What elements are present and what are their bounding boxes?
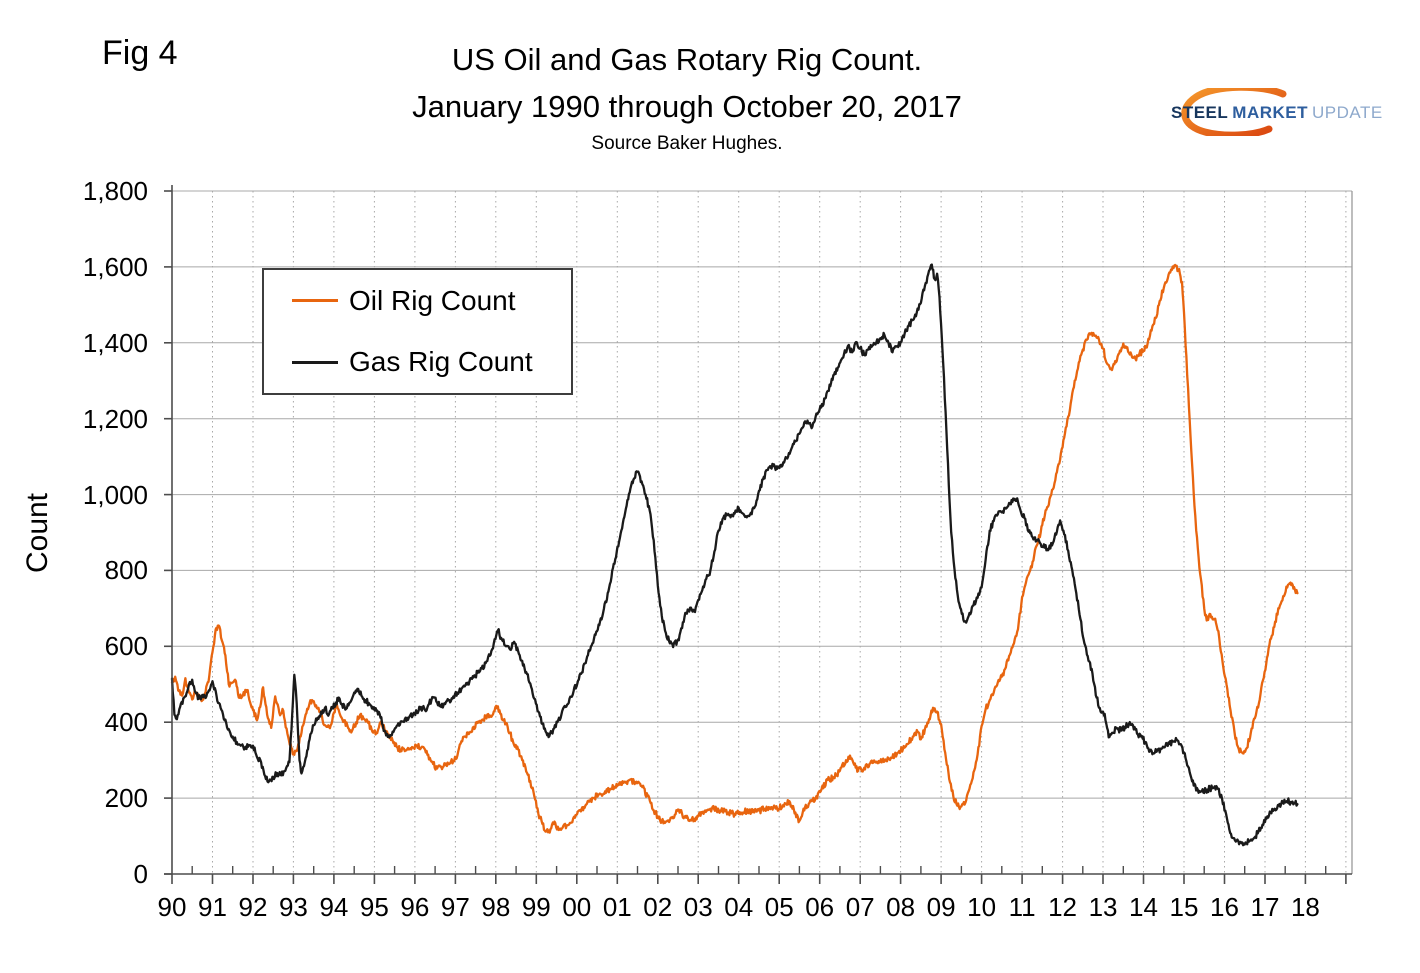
logo-swoosh-icon bbox=[1181, 88, 1287, 136]
x-tick-label: 06 bbox=[805, 892, 835, 922]
legend-label: Oil Rig Count bbox=[349, 284, 516, 316]
vertical-gridlines bbox=[212, 191, 1353, 874]
x-tick-label: 17 bbox=[1250, 892, 1280, 922]
x-tick-label: 11 bbox=[1008, 892, 1036, 922]
chart-title-line1: US Oil and Gas Rotary Rig Count. bbox=[451, 42, 923, 77]
y-tick-label: 1,000 bbox=[82, 479, 148, 510]
x-tick-label: 96 bbox=[400, 892, 430, 922]
y-tick-label: 1,400 bbox=[82, 327, 148, 358]
y-tick-label: 400 bbox=[104, 707, 148, 738]
x-tick-label: 01 bbox=[602, 892, 632, 922]
chart-source-note: Source Baker Hughes. bbox=[591, 133, 783, 154]
x-tick-label: 10 bbox=[967, 892, 997, 922]
steel-market-update-logo: STEEL MARKET UPDATE bbox=[1163, 88, 1385, 136]
x-tick-label: 04 bbox=[724, 892, 754, 922]
legend-label: Gas Rig Count bbox=[349, 346, 533, 378]
y-tick-label: 600 bbox=[104, 631, 148, 662]
y-tick-label: 1,800 bbox=[82, 176, 148, 206]
y-tick-label: 0 bbox=[133, 859, 148, 889]
x-tick-label: 95 bbox=[359, 892, 389, 922]
y-tick-label: 800 bbox=[104, 555, 148, 586]
x-tick-label: 09 bbox=[926, 892, 956, 922]
x-tick-label: 93 bbox=[278, 892, 308, 922]
legend-item-oil-rig-count: Oil Rig Count bbox=[264, 270, 571, 332]
x-tick-label: 00 bbox=[562, 892, 592, 922]
legend-line-swatch bbox=[292, 360, 338, 364]
x-tick-label: 90 bbox=[157, 892, 187, 922]
chart-header: US Oil and Gas Rotary Rig Count. January… bbox=[172, 42, 1202, 155]
logo-word-steel: STEEL bbox=[1171, 103, 1229, 122]
legend: Oil Rig Count Gas Rig Count bbox=[262, 268, 573, 395]
chart-title-line2: January 1990 through October 20, 2017 bbox=[412, 89, 962, 124]
x-tick-label: 03 bbox=[683, 892, 713, 922]
logo-word-update: UPDATE bbox=[1312, 103, 1383, 122]
x-tick-label: 18 bbox=[1290, 892, 1320, 922]
y-tick-label: 200 bbox=[104, 783, 148, 814]
gas-rig-count-line bbox=[170, 263, 1299, 847]
oil-rig-count-line bbox=[170, 263, 1299, 834]
legend-line-swatch bbox=[292, 299, 338, 303]
data-series-lines bbox=[170, 263, 1299, 847]
x-tick-label: 13 bbox=[1088, 892, 1118, 922]
y-tick-label: 1,600 bbox=[82, 251, 148, 282]
x-tick-label: 05 bbox=[764, 892, 794, 922]
y-tick-label: 1,200 bbox=[82, 403, 148, 434]
legend-item-gas-rig-count: Gas Rig Count bbox=[264, 332, 571, 394]
logo-wordmark: STEEL MARKET UPDATE bbox=[1171, 103, 1385, 123]
x-tick-label: 98 bbox=[481, 892, 511, 922]
x-tick-label: 97 bbox=[440, 892, 470, 922]
x-tick-label: 07 bbox=[845, 892, 875, 922]
x-tick-label: 16 bbox=[1210, 892, 1239, 922]
x-tick-label: 92 bbox=[238, 892, 268, 922]
logo-word-market: MARKET bbox=[1232, 103, 1309, 122]
x-tick-label: 94 bbox=[319, 892, 349, 922]
x-tick-label: 08 bbox=[886, 892, 916, 922]
x-tick-label: 12 bbox=[1048, 892, 1078, 922]
x-tick-label: 14 bbox=[1129, 892, 1158, 922]
axes-and-ticks bbox=[164, 185, 1352, 884]
x-tick-label: 91 bbox=[198, 892, 227, 922]
figure-number-label: Fig 4 bbox=[102, 34, 178, 72]
x-tick-label: 15 bbox=[1169, 892, 1199, 922]
x-tick-label: 02 bbox=[643, 892, 673, 922]
x-tick-label: 99 bbox=[521, 892, 551, 922]
